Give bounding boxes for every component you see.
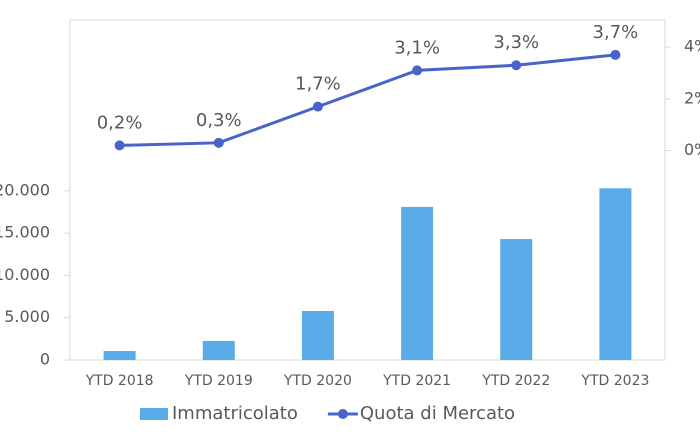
point	[213, 137, 224, 148]
legend-label: Immatricolato	[172, 403, 298, 424]
y-tick-label: 0	[40, 350, 50, 369]
data-label: 0,2%	[97, 112, 143, 133]
x-tick-label: YTD 2022	[481, 373, 550, 389]
y-tick-label: 20.000	[0, 180, 50, 199]
x-tick-label: YTD 2018	[85, 373, 154, 389]
data-label: 1,7%	[295, 74, 341, 95]
x-tick-label: YTD 2019	[184, 373, 253, 389]
bar	[103, 351, 136, 360]
y-tick-label: 10.000	[0, 265, 50, 284]
legend-swatch	[337, 409, 348, 419]
point	[610, 49, 621, 60]
bar	[202, 340, 235, 360]
y2-tick-label: 0%	[684, 140, 700, 159]
x-tick-label: YTD 2021	[382, 373, 451, 389]
point	[511, 60, 522, 71]
point	[312, 101, 323, 112]
y-tick-label: 15.000	[0, 223, 50, 242]
point	[412, 65, 423, 76]
legend-swatch	[140, 408, 168, 420]
legend-label: Quota di Mercato	[360, 403, 515, 424]
bar	[301, 310, 334, 360]
point	[114, 140, 125, 151]
bar	[401, 206, 434, 360]
line	[119, 53, 616, 147]
y2-tick-label: 2%	[684, 88, 700, 107]
bar	[500, 239, 533, 360]
plot-frame	[69, 19, 666, 361]
data-label: 3,7%	[593, 22, 639, 43]
bar	[599, 188, 632, 360]
data-label: 0,3%	[196, 110, 242, 131]
data-label: 3,1%	[394, 37, 440, 58]
x-tick-label: YTD 2020	[283, 373, 352, 389]
data-label: 3,3%	[493, 32, 539, 53]
y2-tick-label: 4%	[684, 37, 700, 56]
x-tick-label: YTD 2023	[580, 373, 649, 389]
y-tick-label: 5.000	[4, 307, 50, 326]
